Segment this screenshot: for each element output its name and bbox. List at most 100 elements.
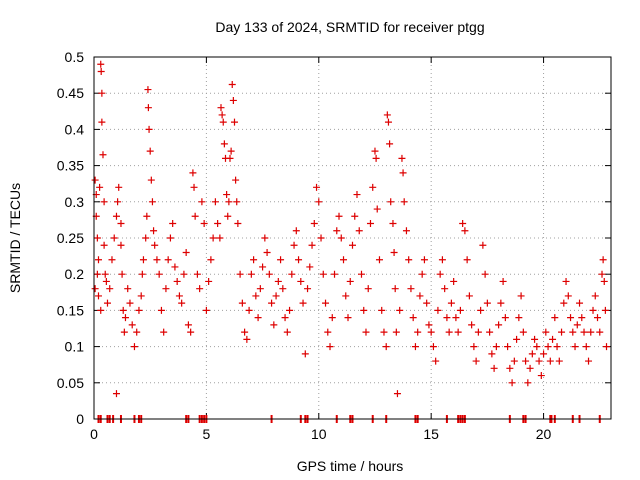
data-point <box>571 343 579 351</box>
data-point <box>94 256 102 264</box>
data-point <box>544 343 552 351</box>
data-point <box>486 328 494 336</box>
data-point <box>501 314 509 322</box>
data-point <box>447 299 455 307</box>
data-point <box>229 96 237 104</box>
data-point <box>504 343 512 351</box>
data-point <box>542 328 550 336</box>
data-point <box>599 256 607 264</box>
data-point <box>178 299 186 307</box>
data-point <box>399 169 407 177</box>
data-point <box>517 292 525 300</box>
data-point <box>196 285 204 293</box>
data-point <box>582 343 590 351</box>
data-point <box>386 140 394 148</box>
data-point <box>331 270 339 278</box>
data-point <box>164 256 172 264</box>
x-tick-label: 0 <box>90 426 98 442</box>
data-point <box>411 343 419 351</box>
y-tick-label: 0.05 <box>57 375 84 391</box>
data-point <box>214 220 222 228</box>
data-point <box>322 299 330 307</box>
data-point <box>112 390 120 398</box>
y-tick-label: 0.1 <box>65 339 85 355</box>
data-point <box>468 321 476 329</box>
data-point <box>533 343 541 351</box>
data-point <box>121 314 129 322</box>
data-point <box>115 183 123 191</box>
data-point <box>191 212 199 220</box>
data-point <box>535 357 543 365</box>
data-point <box>470 343 478 351</box>
data-point <box>450 277 458 285</box>
data-point <box>97 306 105 314</box>
data-point <box>187 328 195 336</box>
data-point <box>456 306 464 314</box>
data-point <box>382 343 390 351</box>
data-point <box>256 285 264 293</box>
data-point <box>519 328 527 336</box>
data-point <box>207 256 215 264</box>
chart-title: Day 133 of 2024, SRMTID for receiver ptg… <box>215 19 484 35</box>
data-point <box>596 328 604 336</box>
x-tick-label: 20 <box>536 426 552 442</box>
data-point <box>418 270 426 278</box>
data-point <box>190 183 198 191</box>
data-point <box>100 198 108 206</box>
data-point <box>108 256 116 264</box>
y-tick-label: 0.25 <box>57 230 84 246</box>
data-point <box>299 299 307 307</box>
data-point <box>304 285 312 293</box>
data-point <box>106 285 114 293</box>
data-point <box>569 328 577 336</box>
data-point <box>380 328 388 336</box>
data-point <box>308 241 316 249</box>
data-point <box>160 328 168 336</box>
data-point <box>364 285 372 293</box>
y-tick-label: 0.2 <box>65 266 85 282</box>
data-point <box>551 314 559 322</box>
data-point <box>481 270 489 278</box>
data-point <box>425 321 433 329</box>
data-point <box>126 299 134 307</box>
data-point <box>594 314 602 322</box>
data-point <box>328 314 336 322</box>
data-point <box>101 270 109 278</box>
data-point <box>506 364 514 372</box>
data-point <box>562 277 570 285</box>
data-point <box>601 306 609 314</box>
data-point <box>263 248 271 256</box>
data-point <box>396 306 404 314</box>
data-point <box>371 147 379 155</box>
data-point <box>142 234 150 242</box>
data-point <box>483 299 491 307</box>
data-point <box>416 292 424 300</box>
data-point <box>135 306 143 314</box>
data-point <box>227 147 235 155</box>
data-point <box>463 256 471 264</box>
data-point <box>346 277 354 285</box>
data-point <box>360 306 368 314</box>
data-point <box>402 227 410 235</box>
data-point <box>182 248 190 256</box>
data-point <box>193 270 201 278</box>
data-point <box>117 241 125 249</box>
data-point <box>91 176 99 184</box>
data-point <box>515 314 523 322</box>
data-point <box>138 270 146 278</box>
data-point <box>405 256 413 264</box>
data-point <box>169 220 177 228</box>
data-point <box>283 328 291 336</box>
data-point <box>392 328 400 336</box>
data-point <box>241 328 249 336</box>
data-point <box>184 321 192 329</box>
data-point <box>219 118 227 126</box>
data-point <box>297 277 305 285</box>
data-point <box>243 335 251 343</box>
data-point <box>585 357 593 365</box>
data-point <box>93 234 101 242</box>
data-point <box>270 321 278 329</box>
data-point <box>573 321 581 329</box>
y-tick-label: 0.4 <box>65 121 85 137</box>
